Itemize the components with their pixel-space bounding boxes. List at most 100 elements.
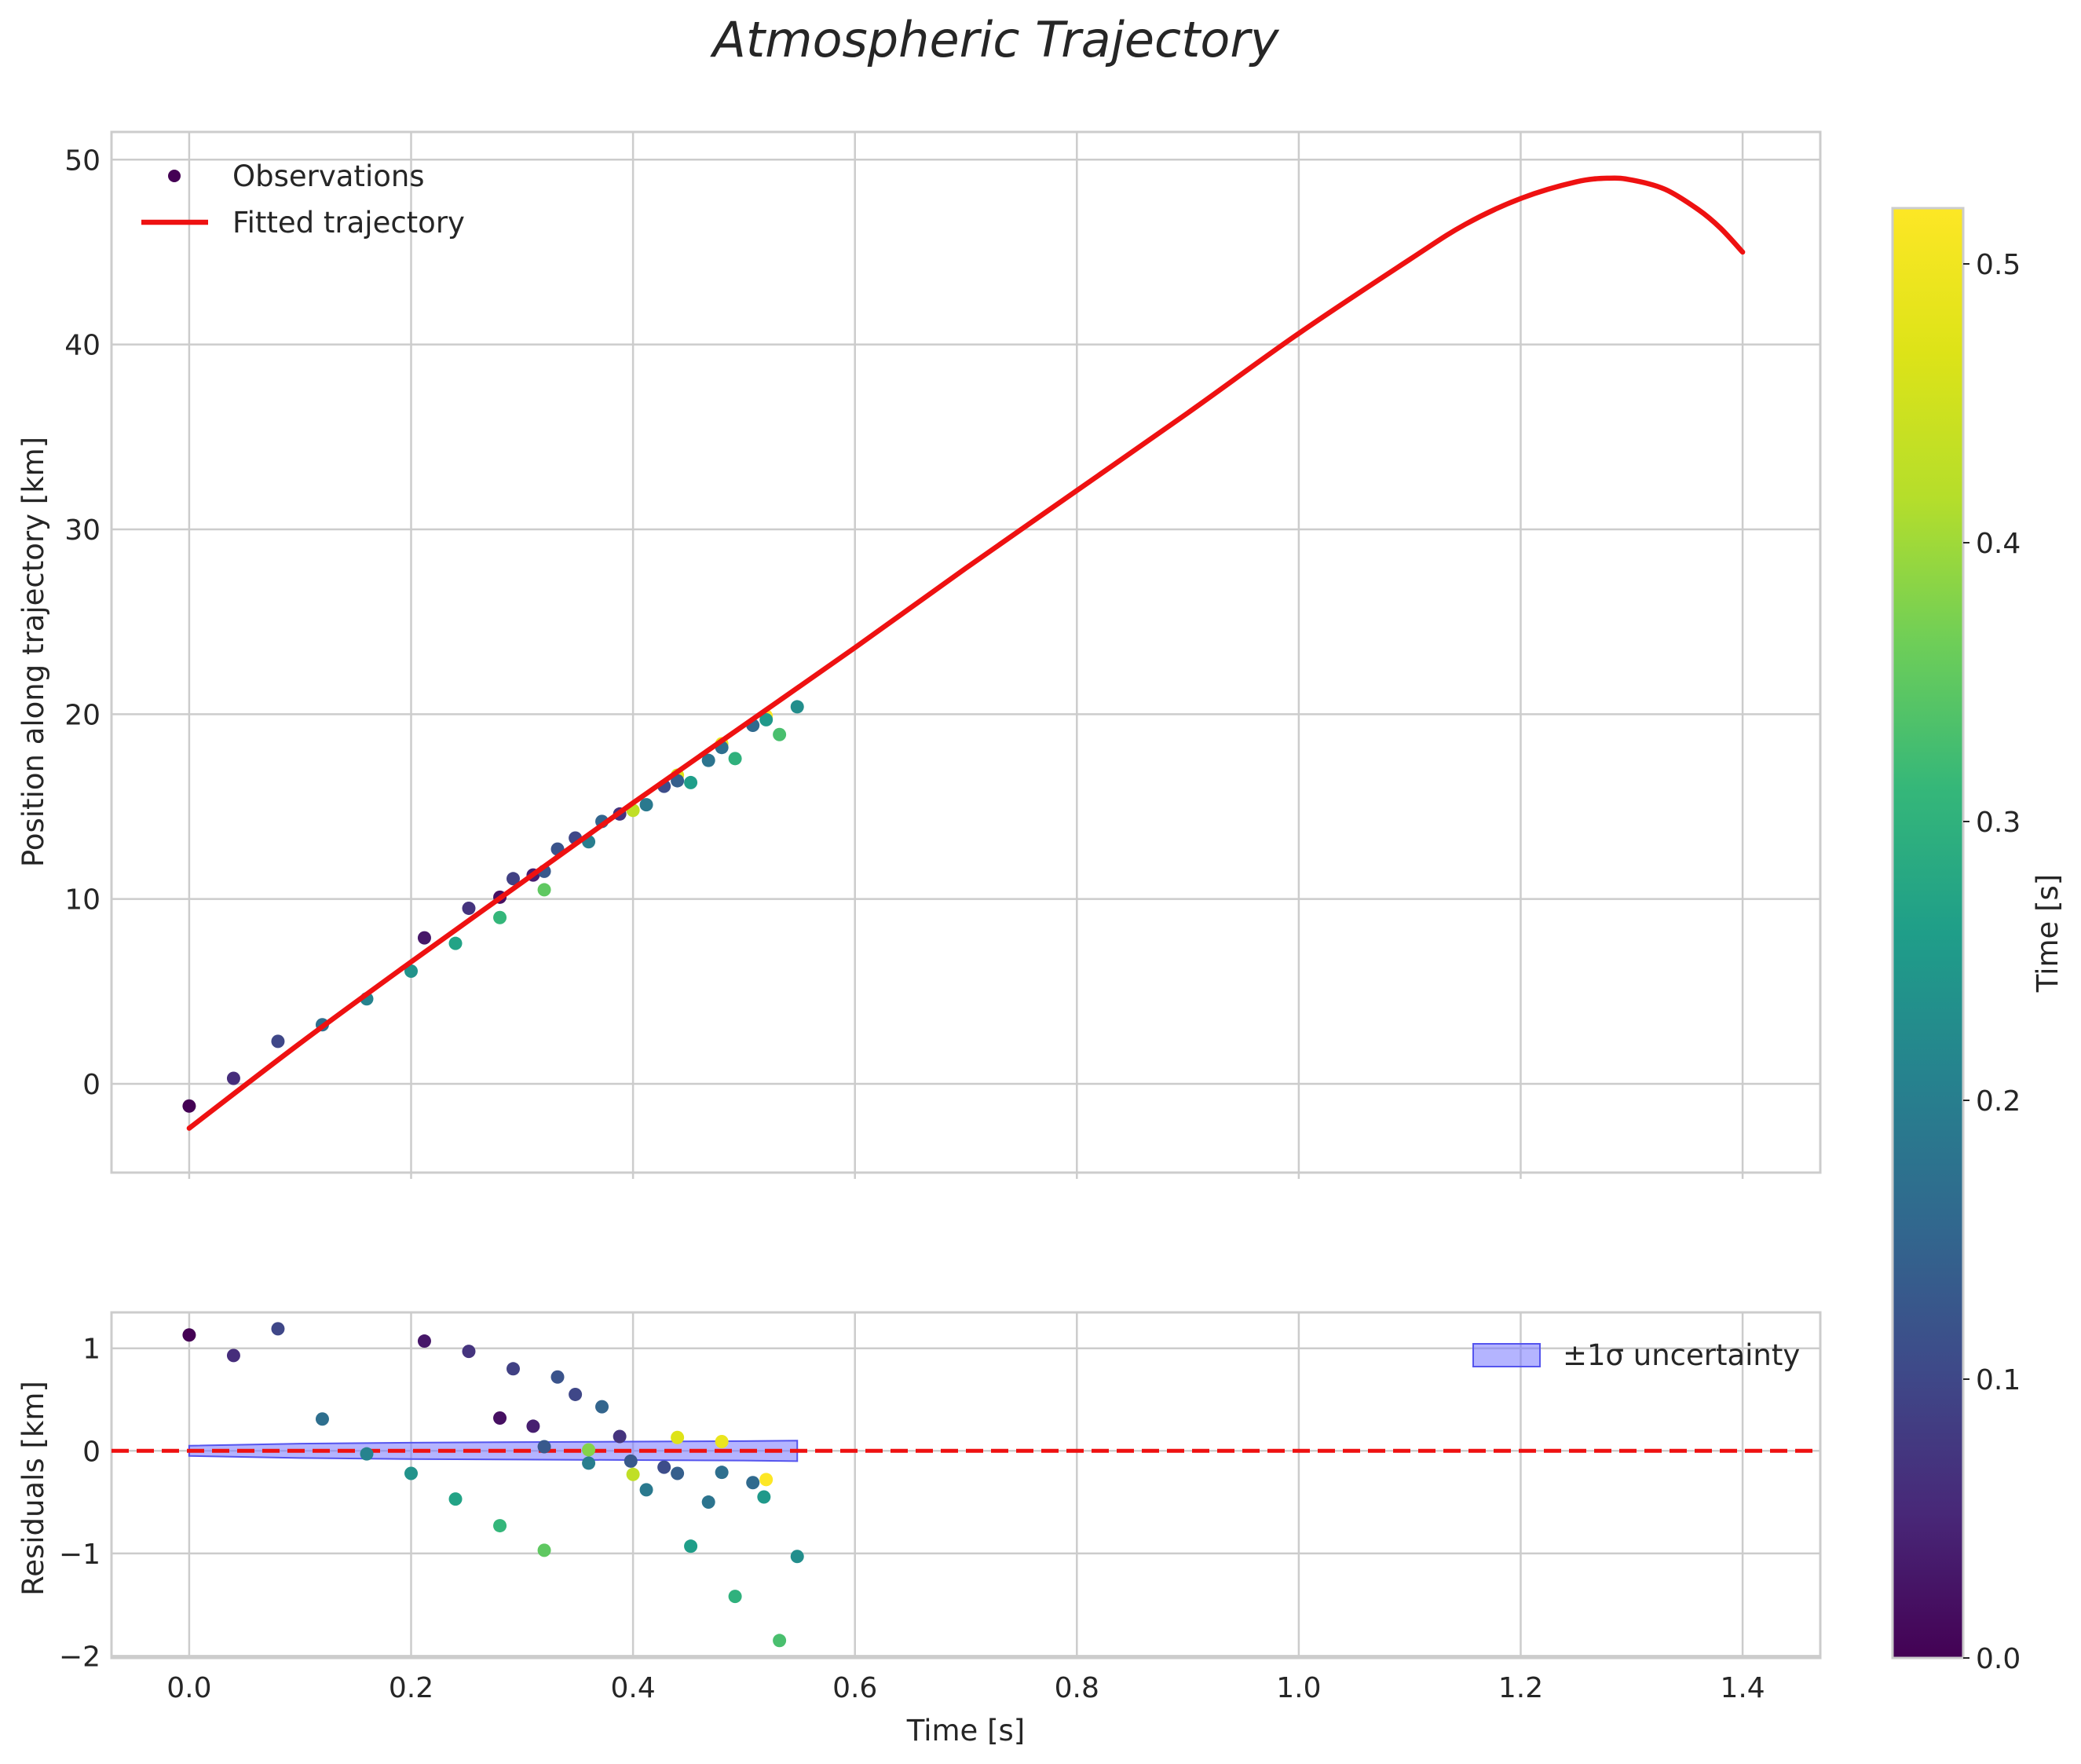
residual-point — [582, 1443, 596, 1457]
residual-point — [715, 1435, 729, 1449]
residual-point — [360, 1447, 374, 1461]
residual-point — [493, 1519, 507, 1533]
x-tick-label: 1.0 — [1276, 1672, 1321, 1704]
observation-point — [226, 1071, 240, 1085]
top-x-tick-marks — [188, 1173, 1744, 1179]
residual-point — [315, 1412, 329, 1426]
residual-point — [526, 1419, 540, 1433]
colorbar-tick-label: 0.1 — [1976, 1364, 2021, 1396]
fitted-trajectory-line — [186, 175, 1746, 1131]
bottom-y-tick-labels: −2 −1 0 1 — [59, 1334, 101, 1674]
residual-point — [701, 1495, 715, 1510]
position-panel: 0 10 20 30 40 50 Position along trajectory [k… — [16, 130, 1822, 1179]
observation-point — [773, 727, 787, 741]
top-y-tick-label: 20 — [64, 699, 101, 731]
residuals-panel: −2 −1 0 1 0.0 0.2 0.4 0.6 0.8 1.0 1.2 1.4 Residual… — [16, 1311, 1822, 1748]
top-legend: Observations Fitted trajectory — [141, 159, 465, 240]
observation-point — [507, 872, 521, 886]
observation-point — [493, 910, 507, 924]
colorbar: 0.0 0.1 0.2 0.3 0.4 0.5 Time [s] — [1891, 207, 2065, 1675]
colorbar-tick-label: 0.2 — [1976, 1085, 2021, 1118]
colorbar-tick-label: 0.0 — [1976, 1643, 2021, 1675]
observation-point — [790, 700, 804, 714]
observation-point — [759, 712, 774, 726]
colorbar-tick-label: 0.4 — [1976, 528, 2021, 560]
top-y-tick-labels: 0 10 20 30 40 50 — [64, 145, 101, 1101]
residual-point — [773, 1634, 787, 1648]
x-tick-label: 0.4 — [610, 1672, 655, 1704]
observation-point — [684, 775, 698, 789]
observation-point — [417, 931, 431, 945]
observation-point — [448, 936, 463, 950]
colorbar-tick-labels: 0.0 0.1 0.2 0.3 0.4 0.5 — [1963, 249, 2021, 1675]
top-y-tick-label: 10 — [64, 884, 101, 917]
legend-uncertainty-label: ±1σ uncertainty — [1563, 1338, 1800, 1372]
residual-points — [182, 1322, 804, 1648]
residual-point — [404, 1466, 419, 1480]
residual-point — [417, 1334, 431, 1349]
residual-point — [657, 1460, 671, 1474]
residual-point — [271, 1322, 285, 1336]
x-tick-label: 0.0 — [166, 1672, 211, 1704]
residual-point — [624, 1454, 638, 1468]
bottom-y-tick-label: 0 — [82, 1436, 101, 1468]
observation-point — [728, 752, 742, 766]
residual-point — [569, 1387, 583, 1401]
colorbar-tick-label: 0.5 — [1976, 249, 2021, 281]
top-y-tick-label: 50 — [64, 145, 101, 177]
residual-point — [462, 1345, 476, 1359]
residual-point — [537, 1543, 551, 1557]
top-y-axis-label: Position along trajectory [km] — [16, 437, 50, 867]
residual-point — [746, 1476, 760, 1490]
x-axis-label: Time [s] — [906, 1714, 1025, 1748]
top-gridlines — [112, 132, 1820, 1173]
observation-point — [639, 798, 653, 812]
x-tick-label: 1.2 — [1498, 1672, 1543, 1704]
chart-title: Atmospheric Trajectory — [709, 11, 1279, 68]
residual-point — [759, 1473, 774, 1487]
x-tick-labels: 0.0 0.2 0.4 0.6 0.8 1.0 1.2 1.4 — [166, 1672, 1765, 1704]
colorbar-label: Time [s] — [2031, 874, 2065, 993]
bottom-legend: ±1σ uncertainty — [1472, 1338, 1800, 1372]
residual-point — [671, 1466, 685, 1480]
residual-point — [595, 1400, 609, 1414]
residual-point — [626, 1467, 640, 1481]
residual-point — [550, 1370, 565, 1384]
residual-point — [790, 1550, 804, 1564]
x-tick-label: 1.4 — [1720, 1672, 1765, 1704]
residual-point — [613, 1429, 627, 1444]
observation-point — [404, 964, 419, 978]
bottom-y-tick-label: −1 — [59, 1539, 101, 1571]
residual-point — [757, 1490, 771, 1504]
x-tick-label: 0.8 — [1055, 1672, 1099, 1704]
residual-point — [493, 1411, 507, 1425]
bottom-y-tick-label: −2 — [59, 1641, 101, 1673]
legend-uncertainty-swatch — [1472, 1343, 1541, 1367]
observation-point — [182, 1099, 196, 1113]
residual-point — [715, 1466, 729, 1480]
x-tick-label: 0.2 — [389, 1672, 433, 1704]
top-y-tick-label: 0 — [82, 1069, 101, 1101]
top-y-tick-label: 30 — [64, 514, 101, 547]
bottom-axes-frame — [110, 1311, 1822, 1660]
observation-point — [271, 1034, 285, 1049]
observation-point — [537, 883, 551, 897]
bottom-y-axis-label: Residuals [km] — [16, 1381, 50, 1596]
colorbar-tick-label: 0.3 — [1976, 807, 2021, 839]
residual-point — [507, 1362, 521, 1376]
bottom-y-tick-label: 1 — [82, 1334, 101, 1366]
x-tick-label: 0.6 — [832, 1672, 877, 1704]
observation-points — [182, 700, 804, 1113]
legend-observations-marker — [168, 170, 181, 182]
colorbar-gradient — [1891, 207, 1965, 1660]
legend-fitted-label: Fitted trajectory — [232, 206, 465, 240]
residual-point — [684, 1539, 698, 1554]
observation-point — [671, 774, 685, 788]
residual-point — [671, 1430, 685, 1444]
observation-point — [462, 901, 476, 915]
observation-point — [701, 753, 715, 767]
residual-point — [182, 1328, 196, 1342]
top-axes-frame — [110, 130, 1822, 1174]
residual-point — [639, 1483, 653, 1497]
